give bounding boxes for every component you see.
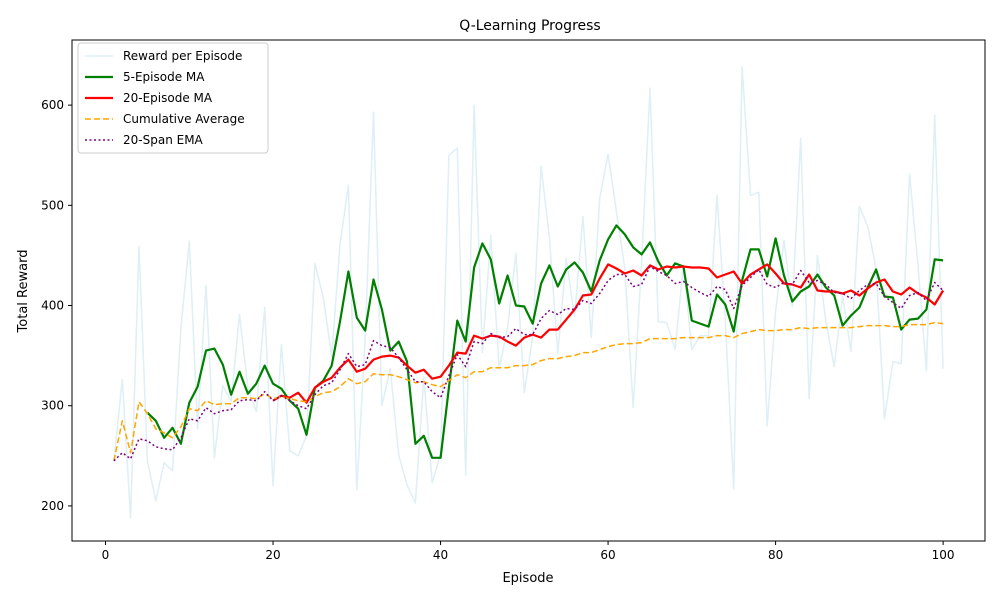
legend-label: 20-Span EMA [123,133,204,147]
legend-label: Cumulative Average [123,112,245,126]
x-tick-label: 80 [768,548,783,562]
x-axis: 0 20 40 60 80 100 [102,541,955,562]
series-line-5-episode-ma [146,224,944,459]
y-tick-label: 400 [41,299,64,313]
x-tick-label: 20 [265,548,280,562]
legend: Reward per Episode 5-Episode MA 20-Episode… [77,42,269,154]
x-tick-label: 40 [433,548,448,562]
y-tick-label: 300 [41,399,64,413]
legend-label: Reward per Episode [123,49,242,63]
y-axis-label: Total Reward [16,250,31,334]
legend-box [77,42,269,154]
plot-area [113,66,945,519]
series-line-cumulative-average [113,321,944,461]
x-tick-label: 0 [102,548,110,562]
legend-label: 5-Episode MA [123,70,205,84]
x-tick-label: 60 [600,548,615,562]
chart-title: Q-Learning Progress [459,18,600,34]
y-tick-label: 600 [41,98,64,112]
x-tick-label: 100 [932,548,955,562]
y-tick-label: 500 [41,198,64,212]
series-line-20-episode-ma [272,263,945,404]
series-line-reward-per-episode [113,66,944,519]
y-tick-label: 200 [41,499,64,513]
plot-frame [71,39,986,542]
y-axis: 200 300 400 500 600 [41,98,72,513]
legend-label: 20-Episode MA [123,91,213,105]
x-axis-label: Episode [502,571,553,586]
